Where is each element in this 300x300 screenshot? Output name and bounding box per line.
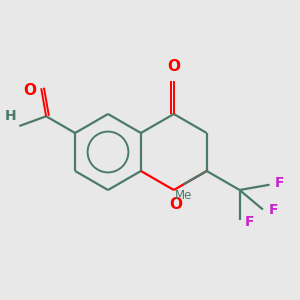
Text: Me: Me bbox=[175, 189, 192, 202]
Text: O: O bbox=[167, 58, 180, 74]
Text: F: F bbox=[244, 215, 254, 230]
Text: H: H bbox=[5, 109, 16, 123]
Text: F: F bbox=[269, 202, 278, 217]
Text: O: O bbox=[23, 83, 36, 98]
Text: O: O bbox=[169, 197, 182, 212]
Text: F: F bbox=[274, 176, 284, 190]
